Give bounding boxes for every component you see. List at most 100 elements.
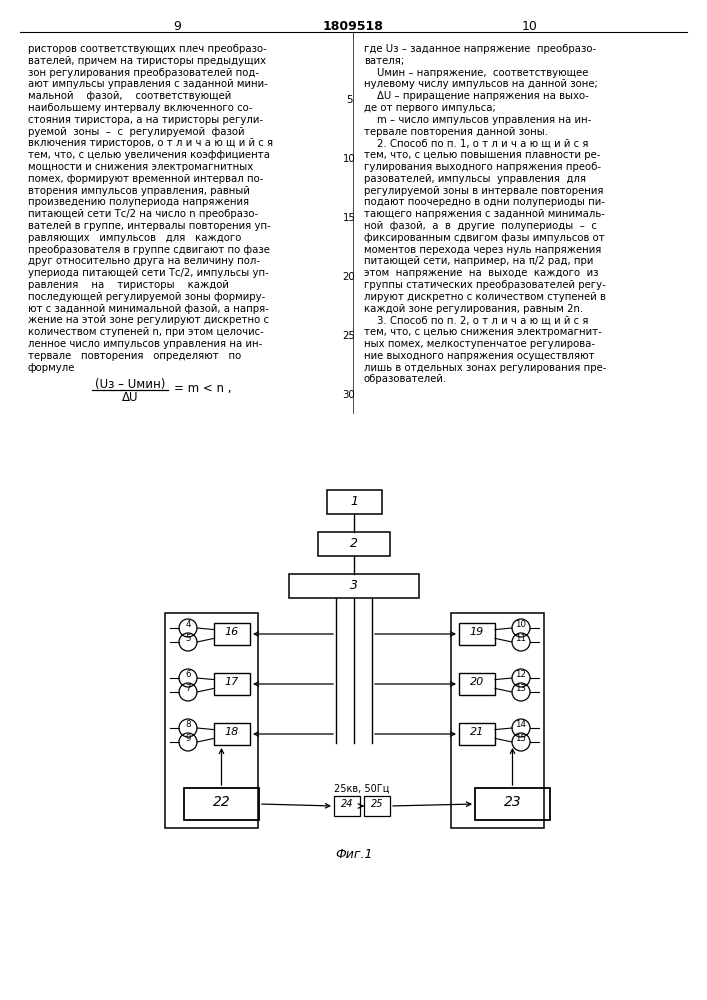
Text: 23: 23 <box>503 795 521 809</box>
Text: фиксированным сдвигом фазы импульсов от: фиксированным сдвигом фазы импульсов от <box>364 233 604 243</box>
Text: 25: 25 <box>370 799 383 809</box>
Text: регулируемой зоны в интервале повторения: регулируемой зоны в интервале повторения <box>364 186 604 196</box>
Text: 3. Способ по п. 2, о т л и ч а ю щ и й с я: 3. Способ по п. 2, о т л и ч а ю щ и й с… <box>364 315 588 325</box>
Text: жение на этой зоне регулируют дискретно с: жение на этой зоне регулируют дискретно … <box>28 315 269 325</box>
Text: (Uз – Uмин): (Uз – Uмин) <box>95 378 165 391</box>
Text: ной  фазой,  а  в  другие  полупериоды  –  с: ной фазой, а в другие полупериоды – с <box>364 221 597 231</box>
Bar <box>459 723 495 745</box>
Bar <box>214 723 250 745</box>
Text: m – число импульсов управления на ин-: m – число импульсов управления на ин- <box>364 115 591 125</box>
Bar <box>165 613 258 828</box>
Text: ных помех, мелкоступенчатое регулирова-: ных помех, мелкоступенчатое регулирова- <box>364 339 595 349</box>
Text: = m < n ,: = m < n , <box>174 382 231 395</box>
Text: 10: 10 <box>522 20 538 33</box>
Text: подают поочередно в одни полупериоды пи-: подают поочередно в одни полупериоды пи- <box>364 197 605 207</box>
Text: вторения импульсов управления, равный: вторения импульсов управления, равный <box>28 186 250 196</box>
Text: 25: 25 <box>343 331 356 341</box>
Text: ленное число импульсов управления на ин-: ленное число импульсов управления на ин- <box>28 339 262 349</box>
Text: упериода питающей сети Тс/2, импульсы уп-: упериода питающей сети Тс/2, импульсы уп… <box>28 268 269 278</box>
Bar <box>289 574 419 598</box>
Text: 12: 12 <box>515 670 527 679</box>
Text: 10: 10 <box>515 620 527 629</box>
Text: 5: 5 <box>346 95 352 105</box>
Text: 13: 13 <box>515 684 527 693</box>
Text: этом  напряжение  на  выходе  каждого  из: этом напряжение на выходе каждого из <box>364 268 599 278</box>
Text: 17: 17 <box>225 677 239 687</box>
Text: зон регулирования преобразователей под-: зон регулирования преобразователей под- <box>28 68 259 78</box>
Text: равляющих   импульсов   для   каждого: равляющих импульсов для каждого <box>28 233 241 243</box>
Bar <box>318 532 390 556</box>
Text: питающей сети Тс/2 на число n преобразо-: питающей сети Тс/2 на число n преобразо- <box>28 209 258 219</box>
Text: 2: 2 <box>350 537 358 550</box>
Text: тем, что, с целью увеличения коэффициента: тем, что, с целью увеличения коэффициент… <box>28 150 270 160</box>
Text: разователей, импульсы  управления  для: разователей, импульсы управления для <box>364 174 586 184</box>
Text: 3: 3 <box>350 579 358 592</box>
Text: 16: 16 <box>225 627 239 637</box>
Text: 9: 9 <box>185 734 191 743</box>
Text: вателей в группе, интервалы повторения уп-: вателей в группе, интервалы повторения у… <box>28 221 271 231</box>
Bar <box>459 673 495 695</box>
Text: 4: 4 <box>185 620 191 629</box>
Text: где Uз – заданное напряжение  преобразо-: где Uз – заданное напряжение преобразо- <box>364 44 596 54</box>
Text: образователей.: образователей. <box>364 374 447 384</box>
Text: 9: 9 <box>173 20 181 33</box>
Text: питающей сети, например, на π/2 рад, при: питающей сети, например, на π/2 рад, при <box>364 256 593 266</box>
Text: ΔU: ΔU <box>122 391 139 404</box>
Text: 19: 19 <box>470 627 484 637</box>
Text: ΔU – приращение напряжения на выхо-: ΔU – приращение напряжения на выхо- <box>364 91 589 101</box>
Text: 25кв, 50Гц: 25кв, 50Гц <box>334 784 390 794</box>
Text: 15: 15 <box>515 734 527 743</box>
Text: моментов перехода через нуль напряжения: моментов перехода через нуль напряжения <box>364 245 602 255</box>
Text: 6: 6 <box>185 670 191 679</box>
Bar <box>451 613 544 828</box>
Text: преобразователя в группе сдвигают по фазе: преобразователя в группе сдвигают по фаз… <box>28 245 270 255</box>
Text: вателя;: вателя; <box>364 56 404 66</box>
Bar <box>214 623 250 645</box>
Text: 24: 24 <box>341 799 354 809</box>
Text: ют с заданной минимальной фазой, а напря-: ют с заданной минимальной фазой, а напря… <box>28 304 269 314</box>
Text: каждой зоне регулирования, равным 2n.: каждой зоне регулирования, равным 2n. <box>364 304 583 314</box>
Text: 1: 1 <box>350 495 358 508</box>
Text: 7: 7 <box>185 684 191 693</box>
Bar <box>327 490 382 514</box>
Text: формуле: формуле <box>28 363 76 373</box>
Text: нулевому числу импульсов на данной зоне;: нулевому числу импульсов на данной зоне; <box>364 79 597 89</box>
Text: произведению полупериода напряжения: произведению полупериода напряжения <box>28 197 249 207</box>
Text: тем, что, с целью повышения плавности ре-: тем, что, с целью повышения плавности ре… <box>364 150 600 160</box>
Text: 20: 20 <box>470 677 484 687</box>
Text: группы статических преобразователей регу-: группы статических преобразователей регу… <box>364 280 606 290</box>
Text: вателей, причем на тиристоры предыдущих: вателей, причем на тиристоры предыдущих <box>28 56 266 66</box>
Text: 20: 20 <box>343 272 356 282</box>
Text: 21: 21 <box>470 727 484 737</box>
Bar <box>364 796 390 816</box>
Text: 8: 8 <box>185 720 191 729</box>
Text: 18: 18 <box>225 727 239 737</box>
Bar <box>214 673 250 695</box>
Text: 5: 5 <box>185 634 191 643</box>
Bar <box>475 788 550 820</box>
Text: помех, формируют временной интервал по-: помех, формируют временной интервал по- <box>28 174 264 184</box>
Bar <box>334 796 360 816</box>
Text: тервале повторения данной зоны.: тервале повторения данной зоны. <box>364 127 548 137</box>
Text: 30: 30 <box>343 390 356 400</box>
Text: последующей регулируемой зоны формиру-: последующей регулируемой зоны формиру- <box>28 292 265 302</box>
Text: мальной    фазой,    соответствующей: мальной фазой, соответствующей <box>28 91 231 101</box>
Text: ристоров соответствующих плеч преобразо-: ристоров соответствующих плеч преобразо- <box>28 44 267 54</box>
Text: наибольшему интервалу включенного со-: наибольшему интервалу включенного со- <box>28 103 252 113</box>
Text: 11: 11 <box>515 634 527 643</box>
Text: 15: 15 <box>343 213 356 223</box>
Text: 14: 14 <box>515 720 527 729</box>
Text: тем, что, с целью снижения электромагнит-: тем, что, с целью снижения электромагнит… <box>364 327 602 337</box>
Text: 2. Способ по п. 1, о т л и ч а ю щ и й с я: 2. Способ по п. 1, о т л и ч а ю щ и й с… <box>364 138 588 148</box>
Text: 22: 22 <box>213 795 230 809</box>
Text: ние выходного напряжения осуществляют: ние выходного напряжения осуществляют <box>364 351 595 361</box>
Text: руемой  зоны  –  с  регулируемой  фазой: руемой зоны – с регулируемой фазой <box>28 127 245 137</box>
Text: 10: 10 <box>343 154 356 164</box>
Text: мощности и снижения электромагнитных: мощности и снижения электромагнитных <box>28 162 253 172</box>
Text: де от первого импульса;: де от первого импульса; <box>364 103 496 113</box>
Text: Фиг.1: Фиг.1 <box>335 848 373 861</box>
Text: лишь в отдельных зонах регулирования пре-: лишь в отдельных зонах регулирования пре… <box>364 363 607 373</box>
Text: Uмин – напряжение,  соответствующее: Uмин – напряжение, соответствующее <box>364 68 588 78</box>
Bar <box>459 623 495 645</box>
Text: включения тиристоров, о т л и ч а ю щ и й с я: включения тиристоров, о т л и ч а ю щ и … <box>28 138 273 148</box>
